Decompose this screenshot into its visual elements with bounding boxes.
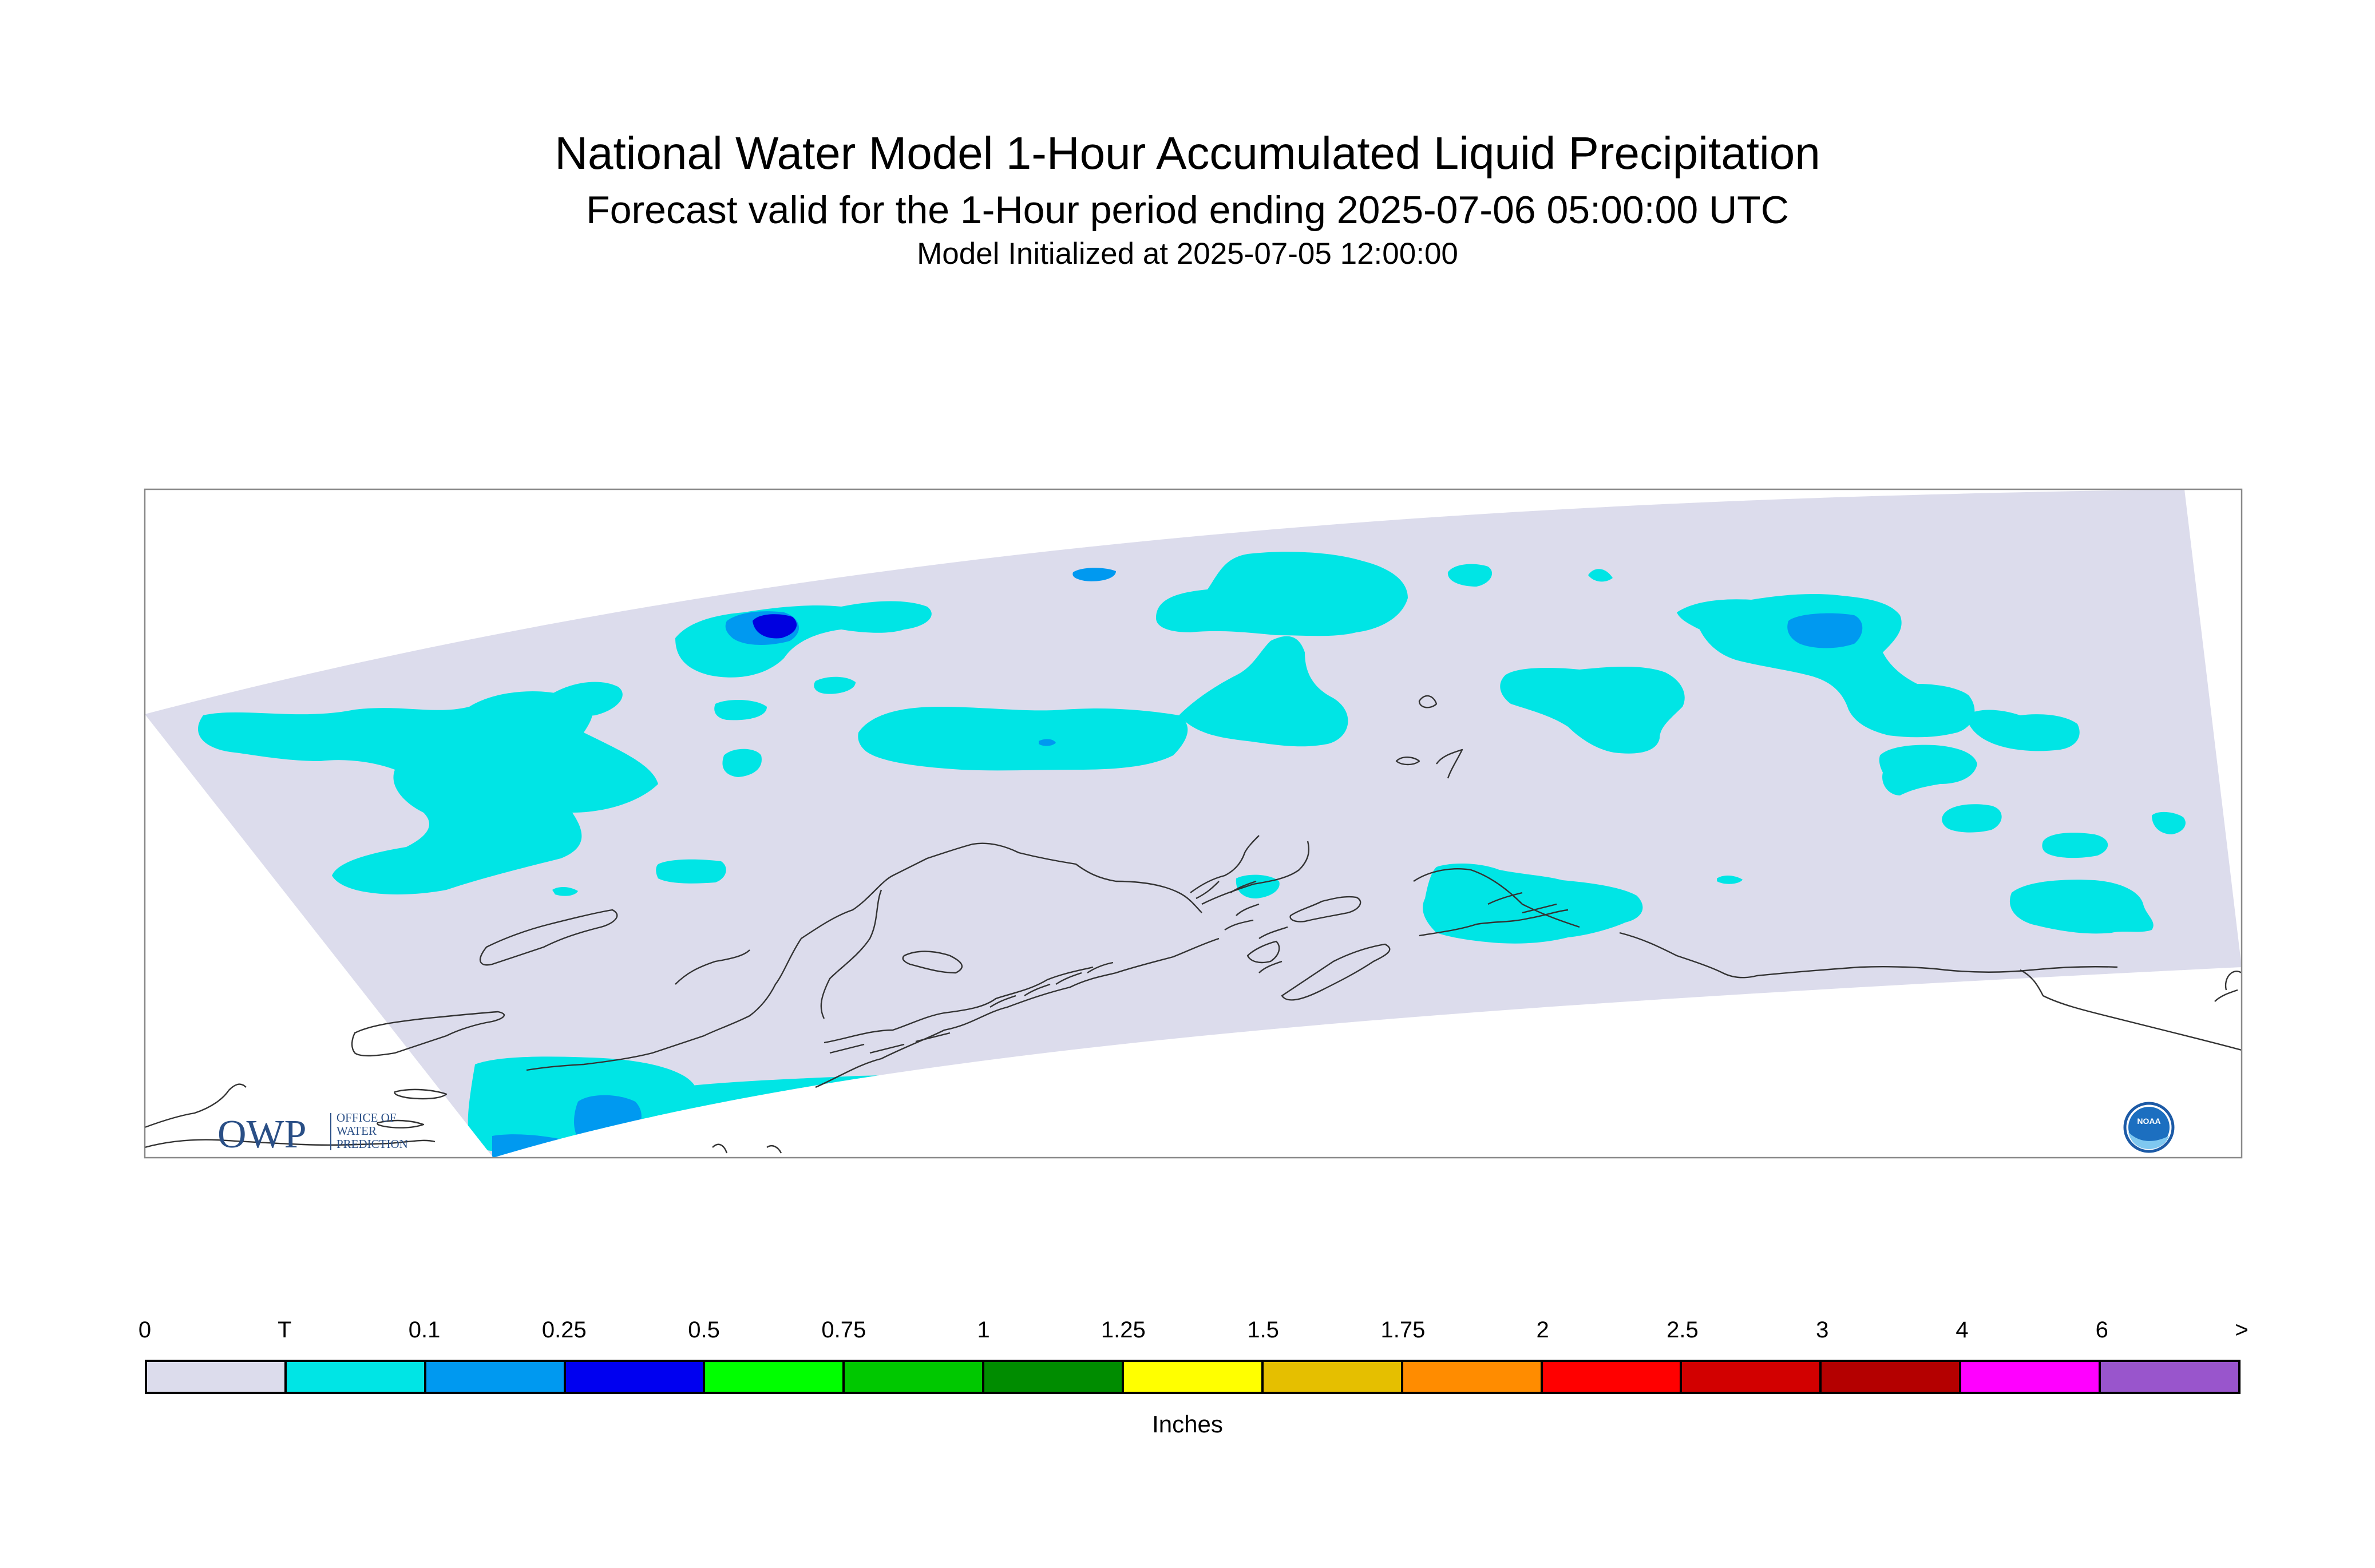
colorbar-swatch bbox=[1822, 1362, 1962, 1392]
map-frame bbox=[144, 488, 2243, 1159]
colorbar-swatch bbox=[565, 1362, 706, 1392]
colorbar-swatch bbox=[1263, 1362, 1403, 1392]
colorbar-units-label: Inches bbox=[1152, 1411, 1223, 1438]
colorbar-tick-label: 4 bbox=[1956, 1317, 1969, 1343]
model-domain bbox=[145, 489, 2242, 1158]
colorbar-tick-label: 3 bbox=[1816, 1317, 1829, 1343]
colorbar-tick-label: 2.5 bbox=[1667, 1317, 1699, 1343]
colorbar-tick-label: 1 bbox=[977, 1317, 990, 1343]
colorbar-swatch bbox=[1961, 1362, 2101, 1392]
colorbar-tick-label: 0.25 bbox=[541, 1317, 587, 1343]
colorbar-swatch bbox=[845, 1362, 985, 1392]
colorbar-tick-label: 6 bbox=[2095, 1317, 2108, 1343]
owp-logo-mark: OWP bbox=[217, 1112, 307, 1157]
colorbar-tick-label: 1.5 bbox=[1247, 1317, 1279, 1343]
colorbar-swatch bbox=[705, 1362, 845, 1392]
colorbar-swatch bbox=[426, 1362, 566, 1392]
owp-logo: OWP OFFICE OF WATER PREDICTION bbox=[217, 1111, 408, 1157]
colorbar-tick-label: T bbox=[278, 1317, 292, 1343]
colorbar-tick-label: 0.75 bbox=[821, 1317, 866, 1343]
precipitation-colorbar bbox=[145, 1360, 2241, 1394]
colorbar-tick-label: 0.1 bbox=[408, 1317, 441, 1343]
owp-logo-line-1: OFFICE OF bbox=[337, 1111, 396, 1124]
owp-logo-line-3: PREDICTION bbox=[337, 1137, 408, 1151]
colorbar-tick-label: 2 bbox=[1536, 1317, 1549, 1343]
model-init-subtitle: Model Initialized at 2025-07-05 12:00:00 bbox=[917, 237, 1458, 271]
colorbar-swatch bbox=[1403, 1362, 1543, 1392]
colorbar-tick-label: > bbox=[2235, 1317, 2249, 1343]
coastlines bbox=[145, 695, 2242, 1154]
colorbar-swatch bbox=[286, 1362, 426, 1392]
colorbar-swatch bbox=[984, 1362, 1125, 1392]
colorbar-swatch bbox=[2101, 1362, 2238, 1392]
map-title: National Water Model 1-Hour Accumulated … bbox=[555, 128, 1820, 179]
colorbar-tick-label: 0 bbox=[138, 1317, 152, 1343]
colorbar-swatch bbox=[1542, 1362, 1683, 1392]
forecast-period-subtitle: Forecast valid for the 1-Hour period end… bbox=[586, 188, 1789, 232]
colorbar-tick-label: 1.75 bbox=[1380, 1317, 1426, 1343]
owp-logo-line-2: WATER bbox=[337, 1124, 377, 1138]
noaa-logo-text: NOAA bbox=[2137, 1116, 2160, 1126]
colorbar-tick-label: 1.25 bbox=[1101, 1317, 1146, 1343]
noaa-logo: NOAA bbox=[2123, 1102, 2175, 1153]
colorbar-tick-label: 0.5 bbox=[688, 1317, 720, 1343]
precip-moderate-areas bbox=[753, 614, 797, 639]
colorbar-swatch bbox=[147, 1362, 287, 1392]
colorbar-swatch bbox=[1124, 1362, 1264, 1392]
colorbar-swatch bbox=[1682, 1362, 1822, 1392]
